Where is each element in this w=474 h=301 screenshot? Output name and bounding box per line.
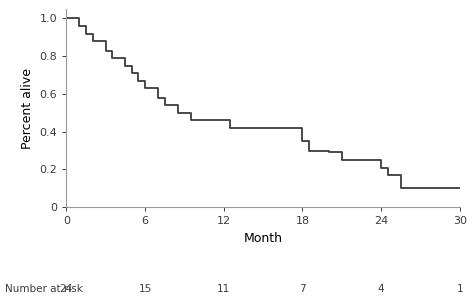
Text: 24: 24: [60, 284, 73, 294]
X-axis label: Month: Month: [244, 232, 283, 245]
Text: Number at risk: Number at risk: [5, 284, 82, 294]
Y-axis label: Percent alive: Percent alive: [21, 68, 34, 149]
Text: 1: 1: [456, 284, 463, 294]
Text: 11: 11: [217, 284, 230, 294]
Text: 7: 7: [299, 284, 306, 294]
Text: 15: 15: [138, 284, 152, 294]
Text: 4: 4: [378, 284, 384, 294]
